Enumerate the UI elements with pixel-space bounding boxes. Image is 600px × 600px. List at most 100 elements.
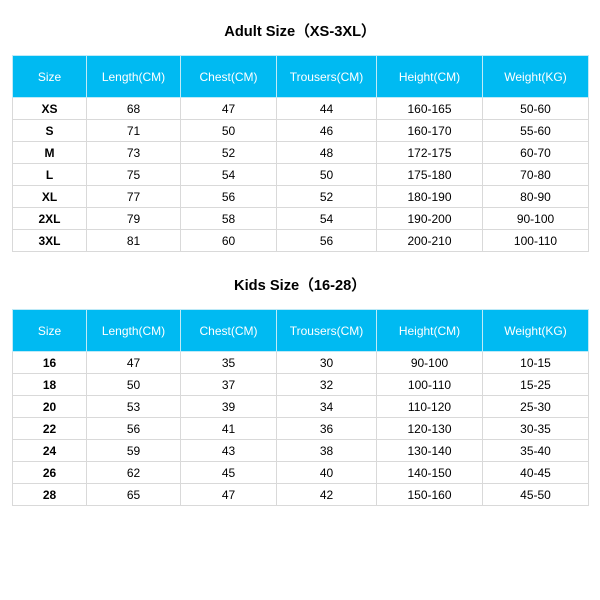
value-cell: 36 xyxy=(277,418,377,440)
value-cell: 50-60 xyxy=(483,98,589,120)
column-header: Size xyxy=(13,56,87,98)
table-row: M735248172-17560-70 xyxy=(13,142,589,164)
value-cell: 56 xyxy=(87,418,181,440)
table-row: 22564136120-13030-35 xyxy=(13,418,589,440)
value-cell: 150-160 xyxy=(377,484,483,506)
size-cell: XS xyxy=(13,98,87,120)
value-cell: 100-110 xyxy=(483,230,589,252)
value-cell: 160-170 xyxy=(377,120,483,142)
value-cell: 90-100 xyxy=(483,208,589,230)
value-cell: 55-60 xyxy=(483,120,589,142)
value-cell: 40-45 xyxy=(483,462,589,484)
value-cell: 32 xyxy=(277,374,377,396)
value-cell: 45 xyxy=(181,462,277,484)
table-row: 3XL816056200-210100-110 xyxy=(13,230,589,252)
value-cell: 43 xyxy=(181,440,277,462)
column-header: Chest(CM) xyxy=(181,310,277,352)
value-cell: 42 xyxy=(277,484,377,506)
value-cell: 56 xyxy=(277,230,377,252)
value-cell: 65 xyxy=(87,484,181,506)
value-cell: 58 xyxy=(181,208,277,230)
size-cell: 20 xyxy=(13,396,87,418)
table-row: 18503732100-11015-25 xyxy=(13,374,589,396)
value-cell: 41 xyxy=(181,418,277,440)
size-cell: 24 xyxy=(13,440,87,462)
value-cell: 52 xyxy=(181,142,277,164)
value-cell: 34 xyxy=(277,396,377,418)
spacer xyxy=(12,252,588,274)
size-cell: 2XL xyxy=(13,208,87,230)
value-cell: 175-180 xyxy=(377,164,483,186)
size-cell: 18 xyxy=(13,374,87,396)
value-cell: 190-200 xyxy=(377,208,483,230)
size-cell: 3XL xyxy=(13,230,87,252)
table-header-row: SizeLength(CM)Chest(CM)Trousers(CM)Heigh… xyxy=(13,56,589,98)
size-cell: XL xyxy=(13,186,87,208)
size-cell: L xyxy=(13,164,87,186)
adult-size-table: SizeLength(CM)Chest(CM)Trousers(CM)Heigh… xyxy=(12,55,589,252)
table-row: 20533934110-12025-30 xyxy=(13,396,589,418)
value-cell: 48 xyxy=(277,142,377,164)
value-cell: 130-140 xyxy=(377,440,483,462)
column-header: Length(CM) xyxy=(87,310,181,352)
value-cell: 35-40 xyxy=(483,440,589,462)
adult-title: Adult Size（XS-3XL） xyxy=(12,20,588,41)
column-header: Weight(KG) xyxy=(483,310,589,352)
value-cell: 71 xyxy=(87,120,181,142)
value-cell: 172-175 xyxy=(377,142,483,164)
value-cell: 50 xyxy=(181,120,277,142)
value-cell: 80-90 xyxy=(483,186,589,208)
value-cell: 56 xyxy=(181,186,277,208)
value-cell: 15-25 xyxy=(483,374,589,396)
value-cell: 52 xyxy=(277,186,377,208)
size-charts-container: Adult Size（XS-3XL） SizeLength(CM)Chest(C… xyxy=(0,0,600,600)
size-cell: S xyxy=(13,120,87,142)
value-cell: 53 xyxy=(87,396,181,418)
column-header: Height(CM) xyxy=(377,310,483,352)
value-cell: 200-210 xyxy=(377,230,483,252)
value-cell: 180-190 xyxy=(377,186,483,208)
kids-size-table: SizeLength(CM)Chest(CM)Trousers(CM)Heigh… xyxy=(12,309,589,506)
value-cell: 110-120 xyxy=(377,396,483,418)
value-cell: 54 xyxy=(277,208,377,230)
table-row: S715046160-17055-60 xyxy=(13,120,589,142)
column-header: Height(CM) xyxy=(377,56,483,98)
value-cell: 44 xyxy=(277,98,377,120)
kids-title: Kids Size（16-28） xyxy=(12,274,588,295)
size-cell: 28 xyxy=(13,484,87,506)
value-cell: 90-100 xyxy=(377,352,483,374)
value-cell: 75 xyxy=(87,164,181,186)
column-header: Weight(KG) xyxy=(483,56,589,98)
value-cell: 100-110 xyxy=(377,374,483,396)
value-cell: 54 xyxy=(181,164,277,186)
value-cell: 50 xyxy=(87,374,181,396)
size-cell: 22 xyxy=(13,418,87,440)
column-header: Chest(CM) xyxy=(181,56,277,98)
table-row: 24594338130-14035-40 xyxy=(13,440,589,462)
value-cell: 38 xyxy=(277,440,377,462)
value-cell: 120-130 xyxy=(377,418,483,440)
table-row: 28654742150-16045-50 xyxy=(13,484,589,506)
value-cell: 35 xyxy=(181,352,277,374)
value-cell: 68 xyxy=(87,98,181,120)
value-cell: 62 xyxy=(87,462,181,484)
size-cell: M xyxy=(13,142,87,164)
value-cell: 140-150 xyxy=(377,462,483,484)
table-row: 2XL795854190-20090-100 xyxy=(13,208,589,230)
value-cell: 59 xyxy=(87,440,181,462)
value-cell: 73 xyxy=(87,142,181,164)
value-cell: 50 xyxy=(277,164,377,186)
value-cell: 39 xyxy=(181,396,277,418)
value-cell: 47 xyxy=(87,352,181,374)
value-cell: 60 xyxy=(181,230,277,252)
value-cell: 40 xyxy=(277,462,377,484)
value-cell: 70-80 xyxy=(483,164,589,186)
table-header-row: SizeLength(CM)Chest(CM)Trousers(CM)Heigh… xyxy=(13,310,589,352)
value-cell: 46 xyxy=(277,120,377,142)
value-cell: 47 xyxy=(181,484,277,506)
value-cell: 81 xyxy=(87,230,181,252)
column-header: Trousers(CM) xyxy=(277,310,377,352)
table-row: 1647353090-10010-15 xyxy=(13,352,589,374)
value-cell: 45-50 xyxy=(483,484,589,506)
value-cell: 30 xyxy=(277,352,377,374)
